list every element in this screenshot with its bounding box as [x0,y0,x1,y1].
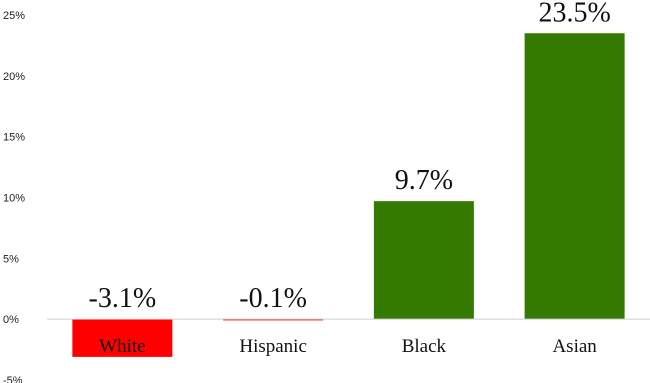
bar-black [373,201,474,320]
bar-asian [524,33,625,320]
category-label: Hispanic [239,336,307,357]
y-tick-label: 15% [3,132,25,144]
bars [72,33,625,357]
value-label: -0.1% [239,283,307,314]
bar-hispanic [223,319,324,321]
bar-white [72,319,173,357]
y-axis-ticks: 25% 20% 15% 10% 5% 0% -5% [3,10,25,383]
value-label: 9.7% [395,165,453,196]
category-label: Black [402,336,447,357]
category-label: Asian [552,336,597,357]
y-tick-label: 5% [3,253,19,265]
y-tick-label: 20% [3,71,25,83]
y-tick-label: 10% [3,193,25,205]
y-tick-label: 0% [3,314,19,326]
y-tick-label: 25% [3,10,25,22]
value-label: -3.1% [89,283,157,314]
category-label: White [99,336,145,357]
category-labels: White Hispanic Black Asian [99,336,597,357]
value-labels: -3.1% -0.1% 9.7% 23.5% [89,0,611,314]
value-label: 23.5% [538,0,610,28]
y-tick-label: -5% [3,375,23,383]
